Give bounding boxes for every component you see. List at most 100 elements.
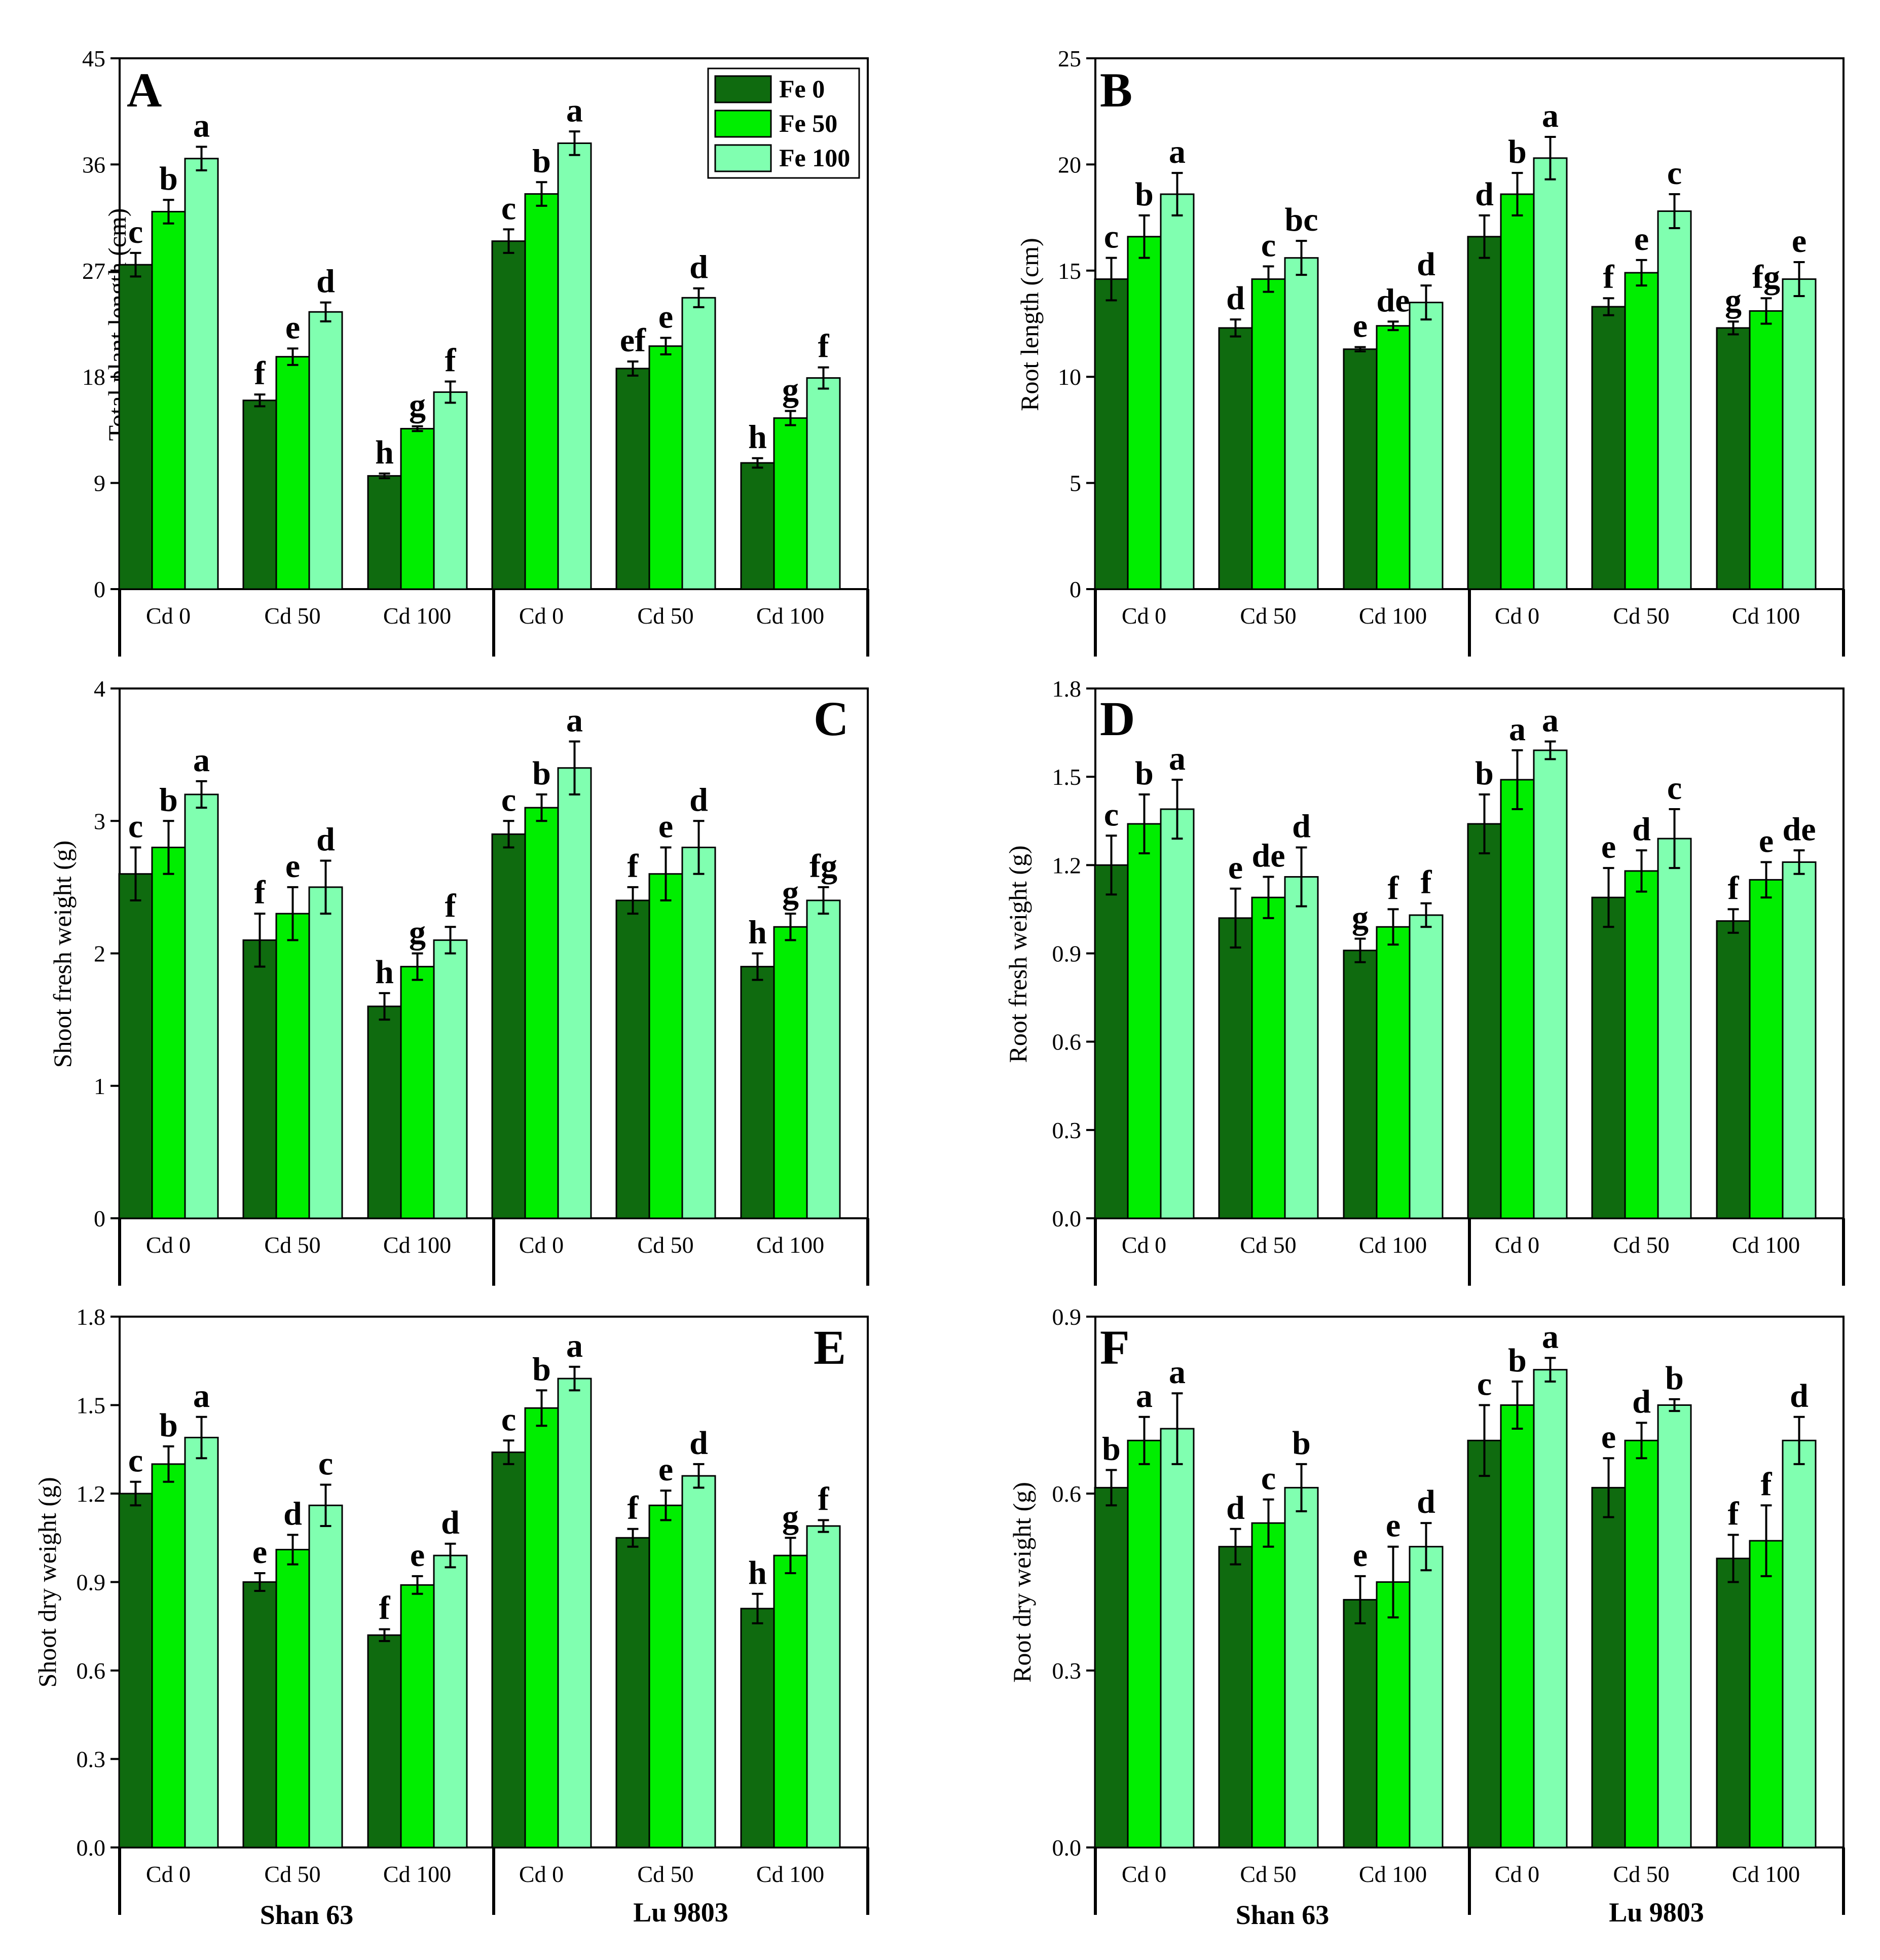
- bar: [740, 1608, 775, 1848]
- bar: [1094, 864, 1129, 1219]
- bar: [242, 1581, 277, 1848]
- significance-letter: de: [1377, 282, 1410, 319]
- significance-letter: c: [128, 213, 143, 250]
- bar: [491, 240, 526, 590]
- x-category-label: Cd 50: [264, 603, 320, 629]
- bar: [648, 1504, 683, 1848]
- x-category-label: Cd 50: [1240, 1232, 1296, 1258]
- significance-letter: f: [628, 848, 639, 885]
- cultivar-label: Shan 63: [1236, 1900, 1330, 1930]
- bar: [1409, 302, 1444, 590]
- y-tick-label: 36: [82, 152, 105, 177]
- y-tick-label: 20: [1058, 152, 1081, 177]
- significance-letter: c: [501, 781, 516, 818]
- significance-letter: c: [1104, 219, 1119, 256]
- significance-letter: g: [782, 372, 799, 409]
- panel-label: A: [127, 63, 162, 117]
- significance-letter: g: [782, 1498, 799, 1535]
- significance-letter: d: [1790, 1377, 1809, 1414]
- significance-letter: f: [254, 874, 266, 911]
- bar: [400, 428, 435, 590]
- bar: [1127, 823, 1162, 1219]
- significance-letter: b: [1102, 1430, 1121, 1467]
- significance-letter: g: [1352, 899, 1369, 936]
- bar: [400, 966, 435, 1219]
- significance-letter: e: [285, 309, 300, 346]
- x-category-label: Cd 0: [1122, 1232, 1166, 1258]
- bar: [367, 475, 402, 590]
- x-category-label: Cd 0: [519, 603, 564, 629]
- y-tick-label: 0.9: [1052, 1304, 1082, 1330]
- significance-letter: d: [441, 1504, 460, 1541]
- y-tick-label: 3: [94, 808, 105, 834]
- bar: [1657, 838, 1692, 1219]
- bar: [557, 142, 592, 590]
- significance-letter: a: [566, 702, 583, 739]
- bar: [1467, 823, 1502, 1219]
- significance-letter: bc: [1285, 201, 1318, 238]
- bar: [433, 939, 468, 1219]
- x-category-label: Cd 50: [637, 603, 693, 629]
- y-axis-label: Root dry weight (g): [1008, 1482, 1036, 1683]
- bar: [1218, 917, 1253, 1219]
- significance-letter: d: [689, 781, 708, 818]
- significance-letter: e: [658, 298, 673, 335]
- y-tick-label: 0.0: [1052, 1835, 1082, 1861]
- x-category-label: Cd 100: [383, 1232, 451, 1258]
- y-tick-label: 10: [1058, 364, 1081, 390]
- bar: [1749, 879, 1784, 1219]
- bar: [1591, 306, 1626, 590]
- bar: [524, 807, 559, 1219]
- significance-letter: b: [1665, 1360, 1684, 1397]
- bar: [1657, 210, 1692, 590]
- bar: [1376, 926, 1411, 1219]
- bar: [184, 793, 219, 1219]
- significance-letter: e: [1792, 223, 1807, 260]
- bar: [1624, 1439, 1659, 1848]
- bar: [433, 1554, 468, 1848]
- y-tick-label: 0: [1070, 576, 1081, 602]
- x-category-label: Cd 50: [1240, 1861, 1296, 1887]
- y-axis-label: Shoot fresh weight (g): [48, 841, 77, 1068]
- x-category-label: Cd 50: [1240, 603, 1296, 629]
- x-category-label: Cd 50: [637, 1861, 693, 1887]
- bar: [1409, 914, 1444, 1219]
- significance-letter: a: [1509, 711, 1526, 748]
- significance-letter: a: [1169, 1354, 1186, 1391]
- significance-letter: b: [1135, 755, 1154, 792]
- significance-letter: c: [128, 808, 143, 845]
- bar: [1284, 1486, 1319, 1848]
- panel-D: 0.0 0.3 0.6 0.9 1.2 1.5 1.8 Root fresh weight (…: [1004, 676, 1845, 1286]
- y-tick-label: 0.6: [1052, 1029, 1082, 1055]
- x-category-label: Cd 0: [1495, 603, 1539, 629]
- bar: [118, 264, 153, 590]
- y-tick-label: 1.2: [1052, 852, 1082, 878]
- bar: [400, 1584, 435, 1848]
- x-category-label: Cd 0: [519, 1861, 564, 1887]
- significance-letter: ef: [620, 322, 646, 359]
- bar: [1500, 1404, 1535, 1848]
- bar: [1127, 1439, 1162, 1848]
- x-category-label: Cd 50: [637, 1232, 693, 1258]
- cultivar-label: Shan 63: [260, 1900, 354, 1930]
- bar: [681, 297, 716, 590]
- significance-letter: c: [1261, 1460, 1276, 1497]
- panel-label: B: [1100, 63, 1132, 117]
- x-category-label: Cd 50: [1613, 1861, 1669, 1887]
- bar: [1160, 193, 1195, 590]
- significance-letter: d: [283, 1495, 302, 1532]
- bar: [806, 899, 841, 1219]
- y-tick-label: 0: [94, 1206, 105, 1231]
- significance-letter: b: [532, 1351, 551, 1388]
- bar: [1284, 257, 1319, 590]
- significance-letter: c: [1477, 1366, 1492, 1403]
- x-category-label: Cd 100: [1359, 603, 1427, 629]
- significance-letter: d: [1632, 811, 1651, 848]
- significance-letter: g: [782, 874, 799, 911]
- panel-B: 0 5 10 15 20 25 Root length (cm) B Cd 0 Cd 50 Cd 1…: [1015, 46, 1845, 657]
- bar: [1624, 272, 1659, 590]
- x-category-label: Cd 50: [1613, 603, 1669, 629]
- y-tick-label: 0.3: [1052, 1658, 1082, 1684]
